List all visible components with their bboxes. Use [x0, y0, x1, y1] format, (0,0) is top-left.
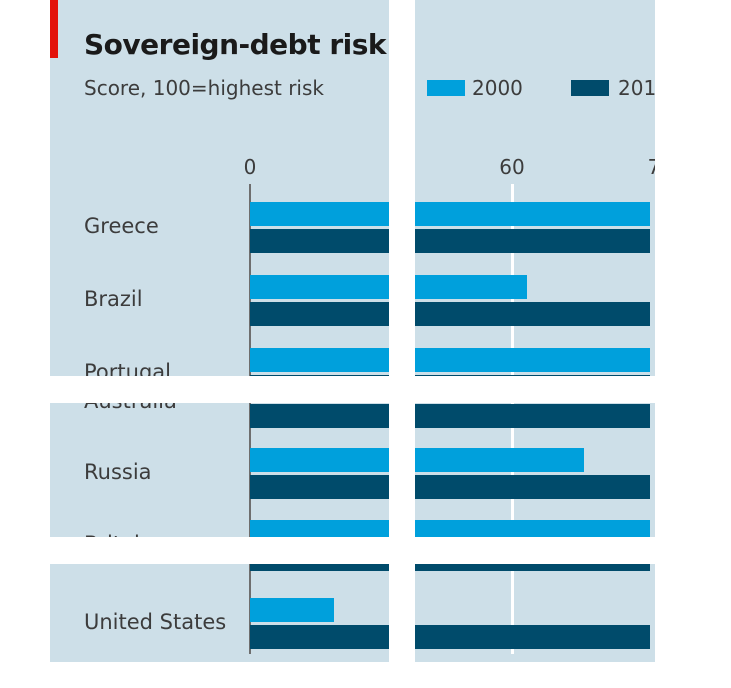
x-tick-label: 0	[243, 155, 257, 179]
bar	[250, 275, 389, 299]
legend-label: 2000	[472, 76, 523, 100]
bar	[415, 202, 650, 226]
bar	[250, 348, 389, 372]
bar	[250, 202, 389, 226]
bar	[250, 564, 389, 571]
category-label: Russia	[84, 460, 152, 484]
bar	[415, 348, 650, 372]
category-label: Portugal	[84, 360, 171, 376]
legend-swatch	[571, 80, 609, 96]
bar	[250, 520, 389, 537]
category-label: Greece	[84, 214, 159, 238]
chart-tile: 20002011607	[415, 0, 655, 376]
category-label: Britain	[84, 532, 153, 537]
chart-tile: United States	[50, 564, 389, 662]
bar	[415, 404, 650, 428]
chart-title: Sovereign-debt risk	[84, 28, 387, 61]
gridline	[511, 564, 514, 654]
bar	[250, 302, 389, 326]
legend-swatch	[427, 80, 465, 96]
bar	[415, 475, 650, 499]
chart-tile: Australia Russia Britain	[50, 403, 389, 537]
bar	[415, 448, 585, 472]
chart-tile	[415, 564, 655, 662]
bar	[415, 375, 650, 376]
bar	[250, 448, 389, 472]
category-label: Australia	[84, 403, 177, 413]
bar	[415, 275, 528, 299]
bar	[250, 229, 389, 253]
chart-subtitle: Score, 100=highest risk	[84, 76, 324, 100]
chart-tile	[415, 403, 655, 537]
bar	[250, 475, 389, 499]
bar	[415, 625, 650, 649]
legend-label: 201	[618, 76, 655, 100]
bar	[250, 375, 389, 376]
bar	[250, 625, 389, 649]
bar	[415, 302, 650, 326]
bar	[415, 564, 650, 571]
category-label: Brazil	[84, 287, 143, 311]
bar	[415, 520, 650, 537]
chart-tile: Sovereign-debt risk Score, 100=highest ri…	[50, 0, 389, 376]
accent-bar	[50, 0, 58, 58]
x-tick-label: 7	[647, 155, 655, 179]
bar	[250, 598, 334, 622]
bar	[415, 229, 650, 253]
category-label: United States	[84, 610, 227, 634]
x-tick-label: 60	[499, 155, 525, 179]
bar	[250, 404, 389, 428]
